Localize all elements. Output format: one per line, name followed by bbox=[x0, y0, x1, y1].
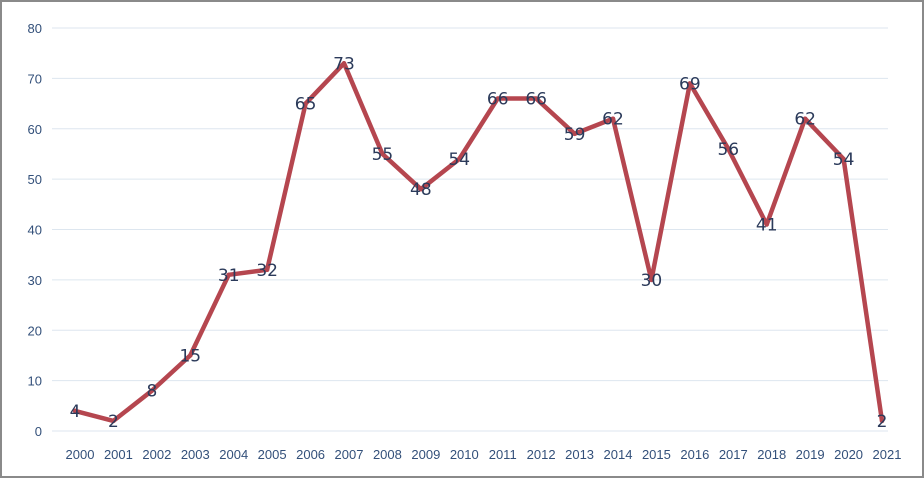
x-tick-label: 2017 bbox=[719, 447, 748, 462]
data-point bbox=[533, 96, 539, 101]
y-tick-label: 80 bbox=[28, 21, 42, 36]
data-point bbox=[841, 156, 846, 162]
x-tick-label: 2020 bbox=[834, 447, 863, 462]
data-label: 4 bbox=[70, 402, 81, 422]
data-point bbox=[226, 272, 231, 278]
data-point bbox=[418, 187, 424, 192]
data-labels: 4 2 8 15 31 32 65 73 55 48 54 66 66 59 62 30 69 56 41 62 54 2 bbox=[70, 54, 888, 432]
y-tick-label: 20 bbox=[28, 323, 42, 338]
data-point bbox=[802, 116, 808, 121]
data-point bbox=[687, 81, 693, 86]
series-layer bbox=[72, 61, 885, 424]
data-label: 69 bbox=[679, 74, 701, 94]
data-point bbox=[649, 277, 654, 283]
data-point bbox=[457, 156, 462, 162]
x-tick-label: 2014 bbox=[604, 447, 633, 462]
y-tick-label: 10 bbox=[28, 374, 42, 389]
data-label: 73 bbox=[333, 54, 355, 74]
x-tick-label: 2006 bbox=[296, 447, 325, 462]
x-tick-label: 2010 bbox=[450, 447, 479, 462]
data-label: 41 bbox=[756, 215, 778, 235]
x-tick-label: 2016 bbox=[680, 447, 709, 462]
x-tick-label: 2019 bbox=[796, 447, 825, 462]
data-point bbox=[111, 418, 116, 424]
data-label: 8 bbox=[146, 382, 157, 402]
x-tick-label: 2004 bbox=[219, 447, 248, 462]
data-point bbox=[764, 222, 769, 227]
y-tick-label: 40 bbox=[28, 223, 42, 238]
data-label: 15 bbox=[179, 346, 201, 366]
x-tick-label: 2018 bbox=[757, 447, 786, 462]
data-label: 32 bbox=[256, 261, 278, 281]
data-label: 30 bbox=[641, 271, 663, 291]
x-tick-label: 2021 bbox=[873, 447, 902, 462]
data-point bbox=[380, 151, 385, 157]
data-point bbox=[726, 146, 731, 152]
data-label: 66 bbox=[487, 90, 509, 110]
y-tick-label: 50 bbox=[28, 172, 42, 187]
y-tick-label: 70 bbox=[28, 71, 42, 86]
data-label: 54 bbox=[833, 150, 855, 170]
data-point bbox=[879, 418, 885, 424]
data-point bbox=[264, 267, 270, 272]
data-point bbox=[72, 408, 78, 414]
x-tick-label: 2008 bbox=[373, 447, 402, 462]
x-axis-ticks: 2000 2001 2002 2003 2004 2005 2006 2007 2008 2009… bbox=[66, 447, 902, 462]
data-label: 59 bbox=[564, 125, 586, 145]
data-point bbox=[495, 96, 500, 101]
y-tick-label: 60 bbox=[28, 122, 42, 137]
x-tick-label: 2015 bbox=[642, 447, 671, 462]
data-point bbox=[303, 101, 308, 106]
data-label: 48 bbox=[410, 180, 432, 200]
data-label: 62 bbox=[602, 110, 624, 130]
data-label: 2 bbox=[877, 412, 888, 432]
x-tick-label: 2002 bbox=[142, 447, 171, 462]
data-point bbox=[341, 61, 347, 66]
x-tick-label: 2011 bbox=[489, 447, 517, 462]
data-point bbox=[149, 388, 155, 393]
data-label: 55 bbox=[372, 145, 394, 165]
x-tick-label: 2009 bbox=[411, 447, 440, 462]
y-tick-label: 0 bbox=[35, 424, 42, 439]
x-tick-label: 2001 bbox=[104, 447, 133, 462]
series-line bbox=[72, 61, 885, 424]
data-point bbox=[188, 353, 193, 358]
data-label: 2 bbox=[108, 412, 119, 432]
data-point bbox=[610, 116, 616, 121]
x-tick-label: 2013 bbox=[565, 447, 594, 462]
data-label: 65 bbox=[295, 95, 317, 115]
data-label: 66 bbox=[525, 90, 547, 110]
x-tick-label: 2003 bbox=[181, 447, 210, 462]
data-label: 31 bbox=[218, 266, 240, 286]
data-point bbox=[572, 131, 577, 136]
data-label: 62 bbox=[794, 110, 816, 130]
x-tick-label: 2012 bbox=[527, 447, 556, 462]
x-tick-label: 2007 bbox=[335, 447, 364, 462]
gridlines bbox=[52, 27, 888, 432]
y-axis-ticks: 0 10 20 30 40 50 60 70 80 bbox=[28, 21, 42, 439]
data-label: 54 bbox=[448, 150, 470, 170]
x-tick-label: 2005 bbox=[258, 447, 287, 462]
data-label: 56 bbox=[717, 140, 739, 160]
y-tick-label: 30 bbox=[28, 273, 42, 288]
x-tick-label: 2000 bbox=[66, 447, 95, 462]
